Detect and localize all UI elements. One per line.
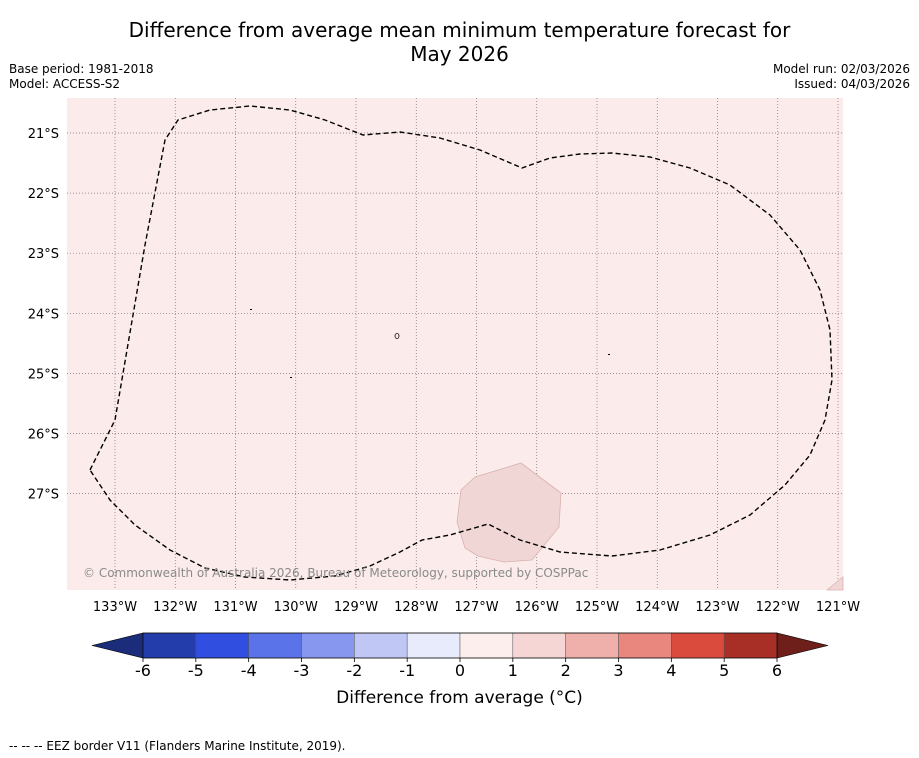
eez-border bbox=[89, 105, 833, 581]
latitude-label: 26°S bbox=[28, 428, 59, 443]
colorbar-segment bbox=[195, 632, 249, 659]
colorbar-segment bbox=[301, 632, 355, 659]
copyright-text: © Commonwealth of Australia 2026, Bureau… bbox=[83, 566, 588, 580]
issued-date: Issued: 04/03/2026 bbox=[794, 77, 910, 91]
island-3 bbox=[290, 377, 292, 378]
colorbar-segment bbox=[671, 632, 725, 659]
map-background bbox=[67, 98, 843, 590]
colorbar-segment bbox=[406, 632, 461, 659]
colorbar-tick-label: -5 bbox=[188, 661, 204, 680]
colorbar-segment bbox=[618, 632, 672, 659]
colorbar-title: Difference from average (°C) bbox=[336, 688, 583, 708]
colorbar-tick-label: 2 bbox=[561, 661, 571, 680]
colorbar-segment bbox=[142, 632, 197, 659]
meta-left: Base period: 1981-2018 Model: ACCESS-S2 bbox=[9, 62, 154, 92]
colorbar-tick-label: -1 bbox=[399, 661, 415, 680]
colorbar-tick-label: 6 bbox=[772, 661, 782, 680]
longitude-label: 132°W bbox=[153, 600, 197, 615]
latitude-label: 24°S bbox=[28, 307, 59, 322]
colorbar-segment bbox=[723, 632, 778, 659]
longitude-label: 130°W bbox=[274, 600, 318, 615]
colorbar-tick-label: 5 bbox=[719, 661, 729, 680]
longitude-label: 122°W bbox=[756, 600, 800, 615]
colorbar-tick-label: -4 bbox=[241, 661, 257, 680]
colorbar-segment bbox=[565, 632, 619, 659]
colorbar-tick-label: 1 bbox=[508, 661, 518, 680]
graticule bbox=[67, 98, 843, 590]
longitude-labels: 133°W 132°W 131°W 130°W 129°W 128°W 127°W 126°W… bbox=[93, 600, 860, 615]
chart-title: Difference from average mean minimum tem… bbox=[0, 18, 919, 66]
anomaly-patch-1-2C bbox=[456, 462, 562, 563]
eez-legend: -- -- -- EEZ border V11 (Flanders Marine… bbox=[9, 739, 346, 753]
colorbar-tick-label: -2 bbox=[346, 661, 362, 680]
latitude-labels: 21°S 22°S 23°S 24°S 25°S 26°S 27°S bbox=[28, 127, 59, 503]
colorbar-segment bbox=[459, 632, 514, 659]
longitude-label: 125°W bbox=[575, 600, 619, 615]
colorbar-tick-label: 3 bbox=[613, 661, 623, 680]
longitude-label: 128°W bbox=[394, 600, 438, 615]
islands bbox=[250, 309, 610, 378]
colorbar-segment bbox=[354, 632, 408, 659]
colorbar-tick-label: 0 bbox=[455, 661, 465, 680]
longitude-label: 124°W bbox=[635, 600, 679, 615]
meta-right: Model run: 02/03/2026 Issued: 04/03/2026 bbox=[773, 62, 910, 92]
island-1 bbox=[250, 309, 252, 310]
colorbar: -6 -5 -4 -3 -2 -1 0 1 2 3 4 5 6 bbox=[91, 632, 829, 680]
colorbar-segment bbox=[248, 632, 302, 659]
island-2 bbox=[394, 333, 400, 339]
model-run: Model run: 02/03/2026 bbox=[772, 62, 910, 76]
model-name: Model: ACCESS-S2 bbox=[9, 77, 121, 91]
colorbar-extend-high bbox=[776, 632, 829, 659]
colorbar-tick-label: -6 bbox=[135, 661, 151, 680]
longitude-label: 127°W bbox=[454, 600, 498, 615]
latitude-label: 25°S bbox=[28, 367, 59, 382]
colorbar-tick-label: -3 bbox=[294, 661, 310, 680]
latitude-label: 27°S bbox=[28, 488, 59, 503]
anomaly-patch-corner bbox=[825, 576, 844, 591]
longitude-label: 131°W bbox=[213, 600, 257, 615]
colorbar-tick-label: 4 bbox=[666, 661, 676, 680]
colorbar-segment bbox=[512, 632, 566, 659]
base-period: Base period: 1981-2018 bbox=[9, 62, 154, 76]
title-line-1: Difference from average mean minimum tem… bbox=[128, 18, 791, 42]
longitude-label: 129°W bbox=[334, 600, 378, 615]
latitude-label: 23°S bbox=[28, 247, 59, 262]
longitude-label: 133°W bbox=[93, 600, 137, 615]
latitude-label: 21°S bbox=[28, 127, 59, 142]
island-4 bbox=[608, 354, 610, 355]
longitude-label: 126°W bbox=[515, 600, 559, 615]
colorbar-extend-low bbox=[91, 632, 144, 659]
longitude-label: 123°W bbox=[695, 600, 739, 615]
latitude-label: 22°S bbox=[28, 187, 59, 202]
longitude-label: 121°W bbox=[816, 600, 860, 615]
title-line-2: May 2026 bbox=[410, 42, 509, 66]
